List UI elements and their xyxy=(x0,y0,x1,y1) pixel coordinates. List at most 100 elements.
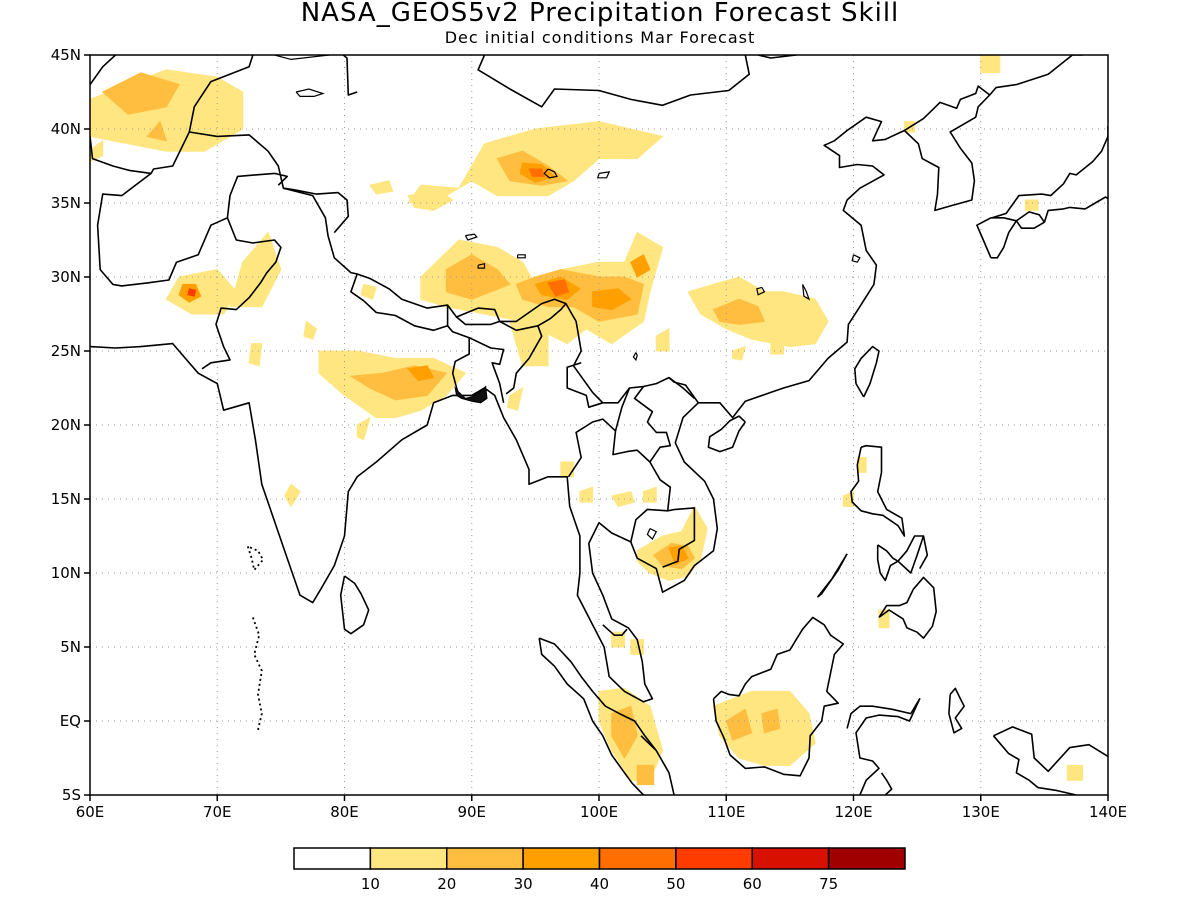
coastline xyxy=(614,387,631,432)
skill-region xyxy=(146,120,168,142)
lat-tick-label: 5N xyxy=(60,638,81,656)
skill-region xyxy=(528,168,546,177)
colorbar-label: 60 xyxy=(743,875,762,893)
lon-tick-label: 140E xyxy=(1089,803,1127,821)
coastline xyxy=(707,415,746,453)
lat-tick-label: 40N xyxy=(51,120,81,138)
skill-region xyxy=(284,483,301,508)
map-title: NASA_GEOS5v2 Precipitation Forecast Skil… xyxy=(300,0,900,28)
coastline xyxy=(976,217,1018,259)
coastline xyxy=(633,386,672,463)
coastline xyxy=(90,136,152,175)
gridlines xyxy=(90,55,1108,795)
lake-outline xyxy=(477,262,486,269)
skill-region xyxy=(592,288,632,311)
coastline xyxy=(468,336,505,403)
skill-region xyxy=(636,764,655,786)
coastline xyxy=(538,637,657,752)
lake-outline xyxy=(274,55,330,61)
lake-outline xyxy=(596,171,611,179)
coastline xyxy=(499,320,543,395)
skill-region xyxy=(610,491,636,507)
lake-outline xyxy=(851,254,861,263)
colorbar-swatch xyxy=(293,847,372,870)
lon-tick-label: 80E xyxy=(330,803,359,821)
colorbar-label: 30 xyxy=(514,875,533,893)
coastline xyxy=(817,553,848,598)
coastline xyxy=(350,273,449,332)
coastline xyxy=(342,55,358,96)
lake-outline xyxy=(632,352,638,362)
coastline xyxy=(90,55,1083,703)
skill-region xyxy=(303,320,318,340)
lon-tick-label: 120E xyxy=(834,803,872,821)
coastline xyxy=(630,508,668,543)
colorbar-swatch xyxy=(751,847,830,870)
coastline xyxy=(876,544,899,582)
lake-outline xyxy=(756,286,766,296)
coastline xyxy=(602,624,628,637)
lake-outline xyxy=(543,168,558,179)
skill-region xyxy=(445,254,511,300)
colorbar-swatch xyxy=(598,847,677,870)
coastline xyxy=(188,55,695,404)
skill-region xyxy=(770,343,784,355)
colorbar: 10 20 30 40 50 60 75 xyxy=(293,847,906,893)
coastline xyxy=(880,772,893,795)
colorbar-label: 20 xyxy=(437,875,456,893)
skill-region xyxy=(712,298,766,325)
coastline xyxy=(1043,196,1108,223)
skill-region xyxy=(980,55,1001,74)
skill-region xyxy=(360,283,377,300)
coastline xyxy=(283,187,350,234)
lat-tick-label: 20N xyxy=(51,416,81,434)
lat-tick-label: 5S xyxy=(62,786,81,804)
colorbar-swatch xyxy=(446,847,524,870)
island-chain xyxy=(246,545,265,572)
skill-region xyxy=(1024,199,1039,211)
colorbar-label: 75 xyxy=(819,875,838,893)
skill-region xyxy=(643,486,657,503)
lon-tick-label: 110E xyxy=(707,803,745,821)
coastline xyxy=(919,535,929,569)
coastline xyxy=(853,345,880,398)
skill-region xyxy=(165,269,237,315)
axis-ticks: 60E 70E 80E 90E 100E 110E 120E 130E 140E 45N 40N 35… xyxy=(51,46,1127,821)
lat-tick-label: 10N xyxy=(51,564,81,582)
coastline xyxy=(455,316,500,326)
coastline xyxy=(993,726,1108,773)
lake-outline xyxy=(516,254,526,259)
skill-region xyxy=(506,386,524,411)
skill-region xyxy=(1066,764,1083,781)
lat-tick-label: 15N xyxy=(51,490,81,508)
skill-region xyxy=(655,327,670,352)
skill-region xyxy=(725,708,753,741)
skill-region xyxy=(878,609,890,629)
skill-region xyxy=(369,180,394,195)
coastline xyxy=(668,377,699,404)
lon-tick-label: 100E xyxy=(580,803,618,821)
colorbar-label: 10 xyxy=(361,875,380,893)
lat-tick-label: 45N xyxy=(51,46,81,64)
lake-outline xyxy=(295,88,325,98)
coastline xyxy=(339,575,370,635)
skill-region xyxy=(732,345,747,361)
coastline xyxy=(712,616,845,777)
coastline xyxy=(537,303,567,327)
lat-tick-label: EQ xyxy=(60,712,81,730)
coastline xyxy=(90,55,117,86)
skill-region xyxy=(407,365,435,382)
lat-tick-label: 30N xyxy=(51,268,81,286)
coastline xyxy=(992,735,1077,795)
skill-region xyxy=(90,139,104,163)
coastline xyxy=(903,85,991,132)
skill-region xyxy=(187,288,197,297)
coastline xyxy=(757,55,797,59)
coastline xyxy=(640,735,675,795)
lon-tick-label: 90E xyxy=(457,803,486,821)
coastline xyxy=(96,131,289,287)
colorbar-swatch xyxy=(827,847,906,870)
colorbar-label: 50 xyxy=(666,875,685,893)
coastline xyxy=(878,576,938,639)
lake-outline xyxy=(802,284,811,301)
